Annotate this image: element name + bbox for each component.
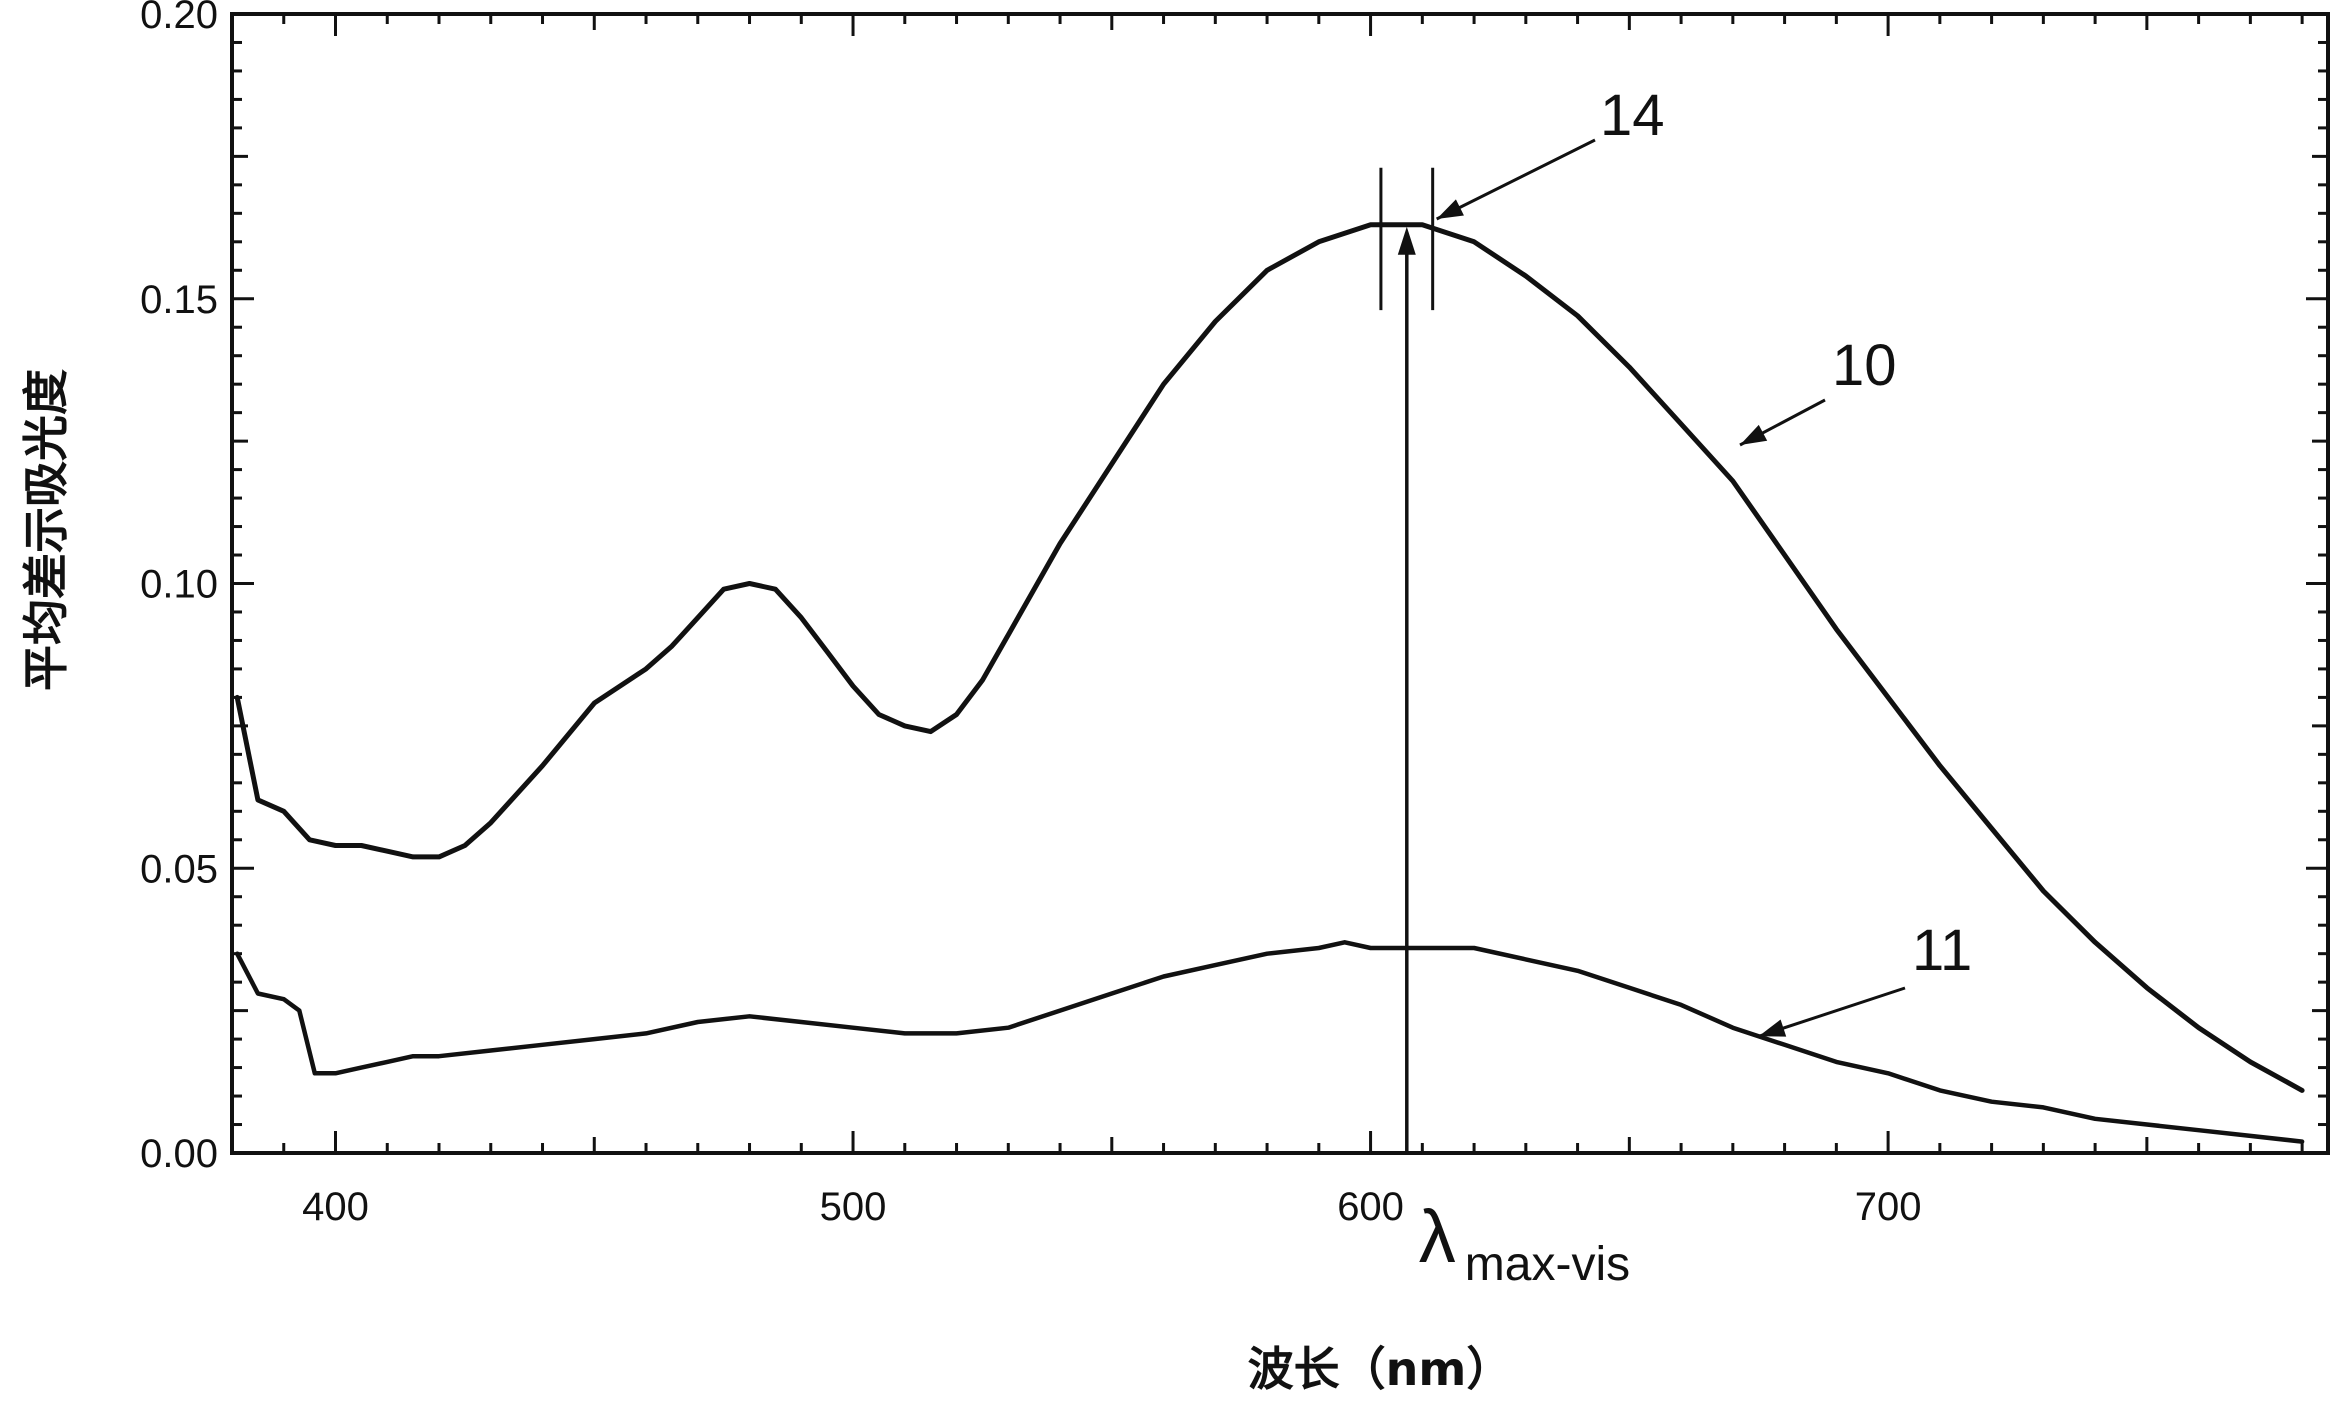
lambda-max-arrowhead: [1398, 227, 1416, 255]
markers-group: [1381, 168, 1433, 1153]
y-tick-label: 0.10: [140, 563, 218, 607]
y-tick-label: 0.15: [140, 278, 218, 322]
x-tick-label: 500: [820, 1185, 887, 1229]
arrow-10-head: [1740, 425, 1767, 445]
series-line-11: [237, 942, 2302, 1141]
x-tick-label: 700: [1855, 1185, 1922, 1229]
annotation-label-11: 11: [1912, 918, 1972, 983]
annotation-label-10: 10: [1832, 333, 1897, 398]
lambda-max-label: λ: [1419, 1195, 1456, 1278]
x-tick-label: 400: [302, 1185, 369, 1229]
series-group: [237, 225, 2302, 1142]
y-tick-label: 0.05: [140, 847, 218, 891]
annotations-group: 14 10 11 λmax-vis: [1419, 83, 1972, 1291]
x-axis-title: 波长（nm）: [1248, 1342, 1513, 1396]
ticks: [232, 14, 2328, 1153]
arrow-14-head: [1437, 199, 1464, 219]
arrow-11-head: [1759, 1020, 1787, 1037]
y-tick-label: 0.20: [140, 0, 218, 37]
tick-labels: 400 500 600 700 0.00 0.05 0.10 0.15 0.20: [140, 0, 1921, 1229]
series-line-10: [237, 225, 2302, 1091]
arrow-14-shaft: [1437, 140, 1595, 219]
y-axis-title: 平均差示吸光度: [19, 369, 73, 691]
x-tick-label: 600: [1337, 1185, 1404, 1229]
y-tick-label: 0.00: [140, 1132, 218, 1176]
lambda-max-subscript: max-vis: [1465, 1238, 1630, 1291]
plot-frame: [232, 14, 2328, 1153]
annotation-label-14: 14: [1600, 83, 1665, 148]
